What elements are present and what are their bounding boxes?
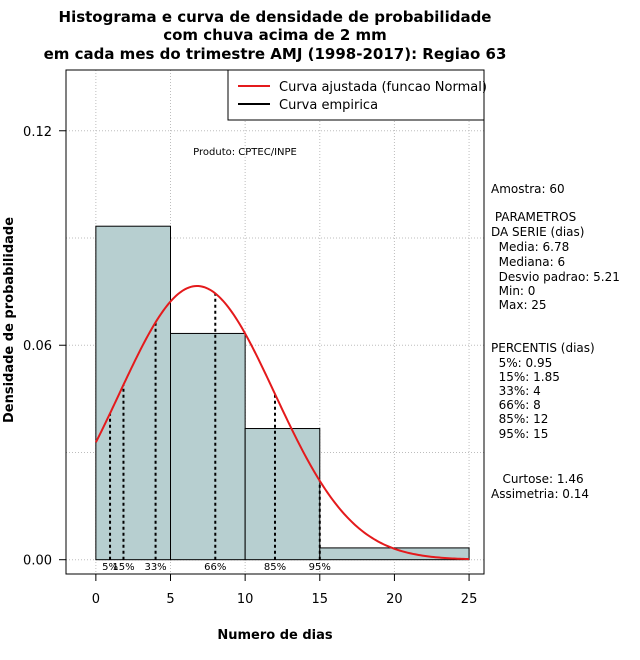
- stat-assimetria: Assimetria: 0.14: [491, 487, 590, 501]
- legend-box: [227, 69, 485, 121]
- stat-p85: 85%: 12: [491, 412, 549, 426]
- normal-curve: [94, 284, 470, 561]
- percentile-label: 85%: [264, 562, 286, 573]
- percentile-lines: [109, 293, 321, 560]
- chart-title: Histograma e curva de densidade de proba…: [44, 8, 507, 63]
- stat-p95: 95%: 15: [491, 427, 549, 441]
- y-axis-label: Densidade de probabilidade: [2, 217, 17, 423]
- percentile-label: 95%: [309, 562, 331, 573]
- params-title-2: DA SERIE (dias): [491, 225, 585, 239]
- legend: Curva ajustada (funcao Normal) Curva emp…: [227, 69, 487, 121]
- params-title-1: PARAMETROS: [491, 210, 577, 224]
- title-line-3: em cada mes do trimestre AMJ (1998-2017)…: [44, 45, 507, 63]
- x-tick-label: 5: [166, 592, 174, 607]
- percentis-title: PERCENTIS (dias): [491, 341, 595, 355]
- x-axis: 0 5 10 15 20 25: [92, 573, 478, 607]
- y-axis: 0.00 0.06 0.12: [23, 125, 67, 569]
- stat-min: Min: 0: [491, 284, 536, 298]
- x-tick-label: 25: [461, 592, 478, 607]
- legend-label-fit: Curva ajustada (funcao Normal): [279, 80, 487, 95]
- stat-p15: 15%: 1.85: [491, 370, 560, 384]
- percentile-label: 33%: [144, 562, 166, 573]
- histogram-bar: [170, 332, 246, 561]
- stat-p5: 5%: 0.95: [491, 356, 553, 370]
- x-axis-label: Numero de dias: [217, 628, 333, 643]
- x-tick-label: 0: [92, 592, 100, 607]
- stat-media: Media: 6.78: [491, 240, 570, 254]
- histogram-bars: [95, 225, 470, 561]
- percentile-label: 66%: [204, 562, 226, 573]
- stat-mediana: Mediana: 6: [491, 255, 566, 269]
- x-tick-label: 10: [237, 592, 254, 607]
- y-tick-label: 0.06: [23, 339, 52, 354]
- percentile-label: 5%: [102, 562, 118, 573]
- stat-max: Max: 25: [491, 298, 547, 312]
- title-line-1: Histograma e curva de densidade de proba…: [59, 8, 492, 26]
- y-tick-label: 0.12: [23, 125, 52, 140]
- stat-p66: 66%: 8: [491, 398, 541, 412]
- stat-curtose: Curtose: 1.46: [491, 472, 584, 486]
- percentile-label: 15%: [112, 562, 134, 573]
- y-tick-label: 0.00: [23, 554, 52, 569]
- stat-sample: Amostra: 60: [491, 182, 565, 196]
- histogram-bar: [95, 225, 171, 561]
- x-tick-label: 20: [386, 592, 403, 607]
- legend-label-empirical: Curva empirica: [279, 98, 378, 113]
- stat-desvio: Desvio padrao: 5.21: [491, 270, 620, 284]
- stat-p33: 33%: 4: [491, 384, 541, 398]
- title-line-2: com chuva acima de 2 mm: [163, 26, 387, 44]
- product-annotation: Produto: CPTEC/INPE: [193, 147, 297, 158]
- x-tick-label: 15: [312, 592, 329, 607]
- histogram-bar: [244, 428, 321, 561]
- percentile-labels: 5%15% 33% 66% 85% 95%: [102, 562, 331, 573]
